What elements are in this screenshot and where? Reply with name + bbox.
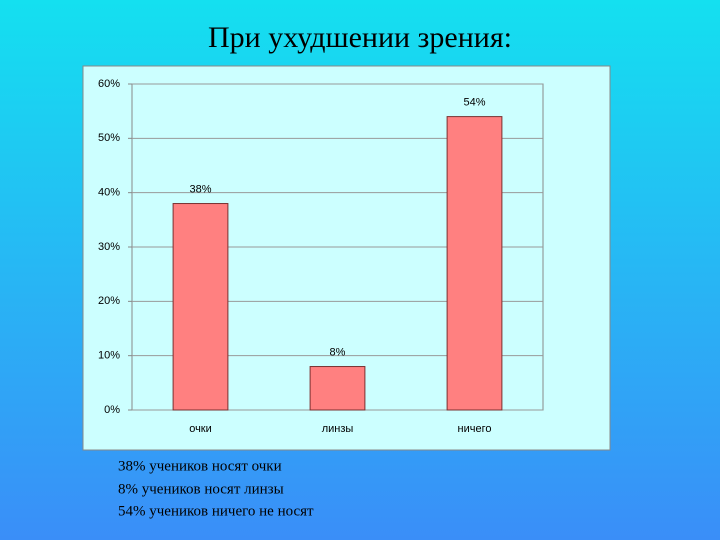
y-tick-label: 30% bbox=[98, 241, 120, 253]
bar bbox=[172, 203, 229, 411]
y-tick-label: 60% bbox=[98, 78, 120, 90]
x-tick-label: линзы bbox=[322, 423, 354, 435]
y-tick-label: 10% bbox=[98, 350, 120, 362]
x-tick-label: очки bbox=[189, 423, 212, 435]
value-label: 38% bbox=[189, 183, 211, 195]
y-tick-label: 0% bbox=[104, 404, 120, 416]
y-tick-label: 20% bbox=[98, 295, 120, 307]
note: 54% учеников ничего не носят bbox=[118, 503, 314, 519]
x-tick-label: ничего bbox=[458, 423, 492, 435]
note: 8% учеников носят линзы bbox=[118, 481, 284, 497]
bar bbox=[446, 116, 503, 411]
value-label: 8% bbox=[330, 346, 346, 358]
y-tick-label: 50% bbox=[98, 132, 120, 144]
note: 38% учеников носят очки bbox=[118, 458, 282, 474]
value-label: 54% bbox=[463, 97, 485, 109]
slide-title: При ухудшении зрения: bbox=[208, 21, 512, 54]
bar bbox=[309, 366, 366, 411]
y-tick-label: 40% bbox=[98, 187, 120, 199]
